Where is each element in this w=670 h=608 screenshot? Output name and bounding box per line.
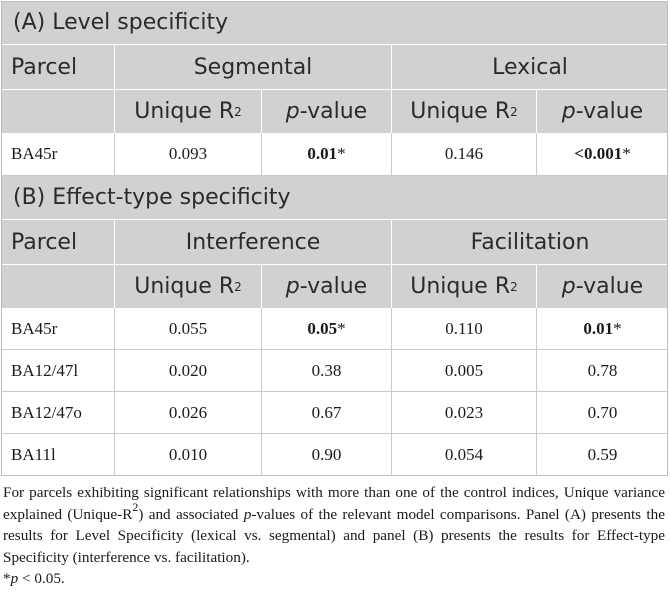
unique-r2-cell: 0.093 — [114, 133, 261, 175]
empty-subheader-cell — [1, 265, 114, 308]
p-value-cell: 0.90 — [261, 434, 391, 476]
unique-r2-cell: 0.110 — [391, 308, 536, 349]
unique-r2-cell: 0.020 — [114, 350, 261, 391]
p-value-cell: 0.70 — [536, 392, 668, 433]
p-value-cell: 0.59 — [536, 434, 668, 476]
unique-r2-cell: 0.026 — [114, 392, 261, 433]
panel-a-header-row: Parcel Segmental Lexical — [1, 45, 668, 89]
parcel-cell: BA12/47l — [11, 360, 79, 380]
table-row: BA45r 0.055 0.05 * 0.110 0.01 * — [1, 308, 668, 350]
panel-b-title: (B) Effect-type specificity — [1, 176, 668, 220]
panel-a-title: (A) Level specificity — [1, 1, 668, 45]
table-footnote: For parcels exhibiting significant relat… — [3, 482, 665, 590]
footnote-significance: *p < 0.05. — [3, 570, 65, 587]
table-row: BA12/47l 0.020 0.38 0.005 0.78 — [1, 350, 668, 392]
p-value-header: p -value — [261, 265, 391, 308]
panel-b-header-row: Parcel Interference Facilitation — [1, 220, 668, 264]
parcel-cell: BA45r — [11, 318, 58, 338]
lexical-header: Lexical — [391, 45, 668, 89]
p-value-cell: <0.001 * — [536, 133, 668, 175]
unique-r2-cell: 0.005 — [391, 350, 536, 391]
p-value-cell: 0.01 * — [536, 308, 668, 349]
unique-r2-cell: 0.146 — [391, 133, 536, 175]
table-row: BA12/47o 0.026 0.67 0.023 0.70 — [1, 392, 668, 434]
parcel-header: Parcel — [11, 229, 78, 255]
parcel-cell: BA12/47o — [11, 402, 82, 422]
segmental-header: Segmental — [114, 45, 391, 89]
interference-header: Interference — [114, 220, 391, 264]
p-value-header: p -value — [261, 90, 391, 133]
p-value-cell: 0.78 — [536, 350, 668, 391]
p-value-cell: 0.01 * — [261, 133, 391, 175]
parcel-cell: BA11l — [11, 445, 56, 464]
empty-subheader-cell — [1, 90, 114, 133]
p-value-header: p -value — [536, 90, 668, 133]
unique-r2-cell: 0.010 — [114, 434, 261, 476]
p-value-cell: 0.38 — [261, 350, 391, 391]
table-row: BA11l 0.010 0.90 0.054 0.59 — [1, 434, 668, 476]
parcel-header: Parcel — [11, 54, 78, 80]
unique-r2-cell: 0.055 — [114, 308, 261, 349]
table-row: BA45r 0.093 0.01 * 0.146 <0.001 * — [1, 133, 668, 176]
facilitation-header: Facilitation — [391, 220, 668, 264]
footnote-description: For parcels exhibiting significant relat… — [3, 484, 665, 566]
parcel-cell: BA45r — [11, 144, 58, 163]
unique-r2-cell: 0.054 — [391, 434, 536, 476]
p-value-cell: 0.67 — [261, 392, 391, 433]
unique-r2-cell: 0.023 — [391, 392, 536, 433]
p-value-header: p -value — [536, 265, 668, 308]
results-table: (A) Level specificity Parcel Segmental L… — [1, 1, 668, 476]
p-value-cell: 0.05 * — [261, 308, 391, 349]
